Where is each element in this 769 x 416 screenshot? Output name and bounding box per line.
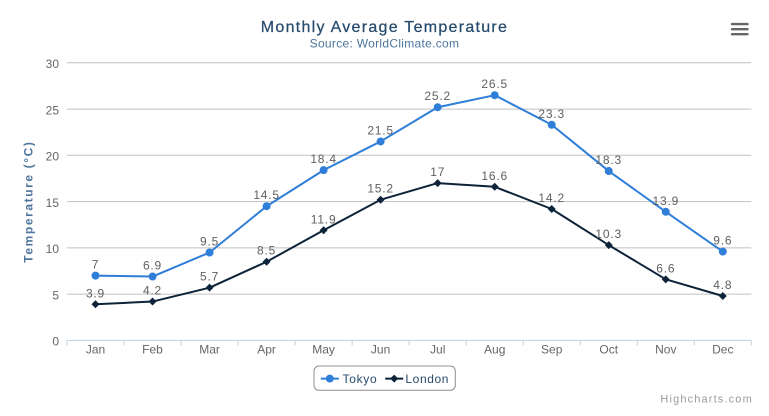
svg-text:23.3: 23.3 (538, 107, 565, 121)
svg-text:11.9: 11.9 (311, 212, 337, 226)
svg-text:20: 20 (46, 150, 60, 164)
svg-text:26.5: 26.5 (481, 77, 508, 91)
svg-text:Dec: Dec (712, 343, 733, 357)
svg-text:Sep: Sep (541, 343, 563, 357)
svg-text:3.9: 3.9 (86, 286, 105, 300)
svg-text:Source: WorldClimate.com: Source: WorldClimate.com (310, 37, 460, 51)
svg-text:Tokyo: Tokyo (343, 372, 378, 386)
svg-text:Mar: Mar (199, 343, 220, 357)
svg-text:30: 30 (46, 57, 60, 71)
svg-text:9.5: 9.5 (200, 235, 219, 249)
svg-text:Nov: Nov (655, 343, 676, 357)
svg-text:6.9: 6.9 (143, 259, 162, 273)
svg-text:25: 25 (46, 103, 60, 117)
svg-text:9.6: 9.6 (713, 234, 732, 248)
svg-text:6.6: 6.6 (656, 261, 675, 275)
svg-text:13.9: 13.9 (653, 194, 680, 208)
svg-text:Highcharts.com: Highcharts.com (660, 394, 753, 406)
svg-text:14.2: 14.2 (538, 191, 565, 205)
svg-text:15: 15 (46, 196, 60, 210)
svg-text:16.6: 16.6 (481, 169, 508, 183)
svg-text:10.3: 10.3 (595, 227, 622, 241)
svg-text:15.2: 15.2 (367, 182, 394, 196)
svg-text:Jul: Jul (430, 343, 445, 357)
svg-text:Monthly Average Temperature: Monthly Average Temperature (261, 19, 508, 36)
svg-text:Temperature (°C): Temperature (°C) (22, 140, 36, 262)
svg-text:4.2: 4.2 (143, 284, 162, 298)
svg-text:8.5: 8.5 (257, 244, 276, 258)
svg-text:4.8: 4.8 (713, 278, 732, 292)
svg-text:17: 17 (430, 165, 445, 179)
svg-text:London: London (405, 372, 449, 386)
svg-text:May: May (312, 343, 335, 357)
svg-text:18.3: 18.3 (595, 153, 622, 167)
svg-text:25.2: 25.2 (424, 89, 451, 103)
svg-text:Aug: Aug (484, 343, 505, 357)
svg-text:Apr: Apr (257, 343, 276, 357)
svg-text:18.4: 18.4 (310, 152, 337, 166)
svg-text:Oct: Oct (599, 343, 618, 357)
svg-text:5.7: 5.7 (200, 270, 219, 284)
svg-text:0: 0 (52, 335, 59, 349)
svg-text:Feb: Feb (142, 343, 163, 357)
svg-text:14.5: 14.5 (253, 188, 280, 202)
svg-text:10: 10 (46, 242, 60, 256)
svg-text:Jan: Jan (86, 343, 105, 357)
svg-text:7: 7 (92, 258, 99, 272)
svg-text:21.5: 21.5 (367, 124, 394, 138)
svg-text:Jun: Jun (371, 343, 390, 357)
svg-text:5: 5 (52, 288, 59, 302)
